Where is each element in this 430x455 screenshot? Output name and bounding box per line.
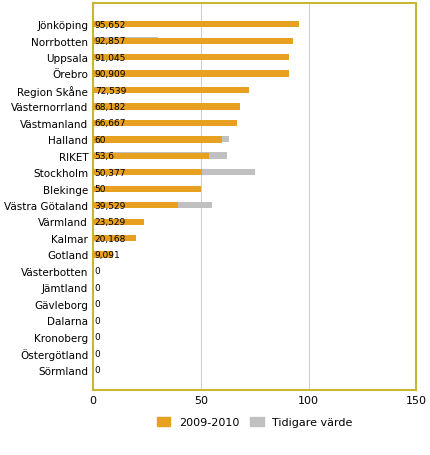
Text: 90,909: 90,909 — [95, 70, 126, 79]
Bar — [93, 104, 240, 111]
Bar — [93, 186, 200, 192]
Bar — [93, 136, 228, 143]
Text: 66,667: 66,667 — [95, 119, 126, 128]
Text: 92,857: 92,857 — [95, 37, 126, 46]
Text: 50,377: 50,377 — [95, 168, 126, 177]
Text: 91,045: 91,045 — [95, 54, 126, 62]
Bar — [93, 202, 178, 209]
Text: 0: 0 — [95, 267, 100, 276]
Bar — [93, 39, 292, 45]
Bar — [93, 169, 254, 176]
Bar — [93, 202, 211, 208]
Bar — [93, 38, 157, 45]
Bar — [93, 252, 112, 258]
Text: 9,091: 9,091 — [95, 250, 120, 259]
Bar — [93, 55, 289, 61]
Bar — [93, 22, 298, 28]
Bar — [93, 252, 112, 258]
Text: 0: 0 — [95, 365, 100, 374]
Text: 0: 0 — [95, 349, 100, 358]
Text: 50: 50 — [95, 185, 106, 194]
Text: 72,539: 72,539 — [95, 86, 126, 95]
Bar — [93, 153, 226, 159]
Bar — [93, 71, 286, 77]
Bar — [93, 235, 136, 242]
Legend: 2009-2010, Tidigare värde: 2009-2010, Tidigare värde — [156, 417, 352, 428]
Text: 53,6: 53,6 — [95, 152, 114, 161]
Text: 23,529: 23,529 — [95, 217, 126, 227]
Bar — [93, 121, 236, 127]
Text: 39,529: 39,529 — [95, 201, 126, 210]
Text: 68,182: 68,182 — [95, 103, 126, 112]
Text: 0: 0 — [95, 300, 100, 308]
Bar — [93, 219, 144, 225]
Text: 95,652: 95,652 — [95, 20, 126, 30]
Text: 20,168: 20,168 — [95, 234, 126, 243]
Bar — [93, 88, 249, 94]
Bar — [93, 55, 147, 61]
Text: 60: 60 — [95, 136, 106, 145]
Bar — [93, 153, 208, 160]
Text: 0: 0 — [95, 283, 100, 292]
Bar — [93, 71, 288, 77]
Text: 0: 0 — [95, 316, 100, 325]
Bar — [93, 170, 201, 176]
Bar — [93, 137, 222, 143]
Text: 0: 0 — [95, 333, 100, 342]
